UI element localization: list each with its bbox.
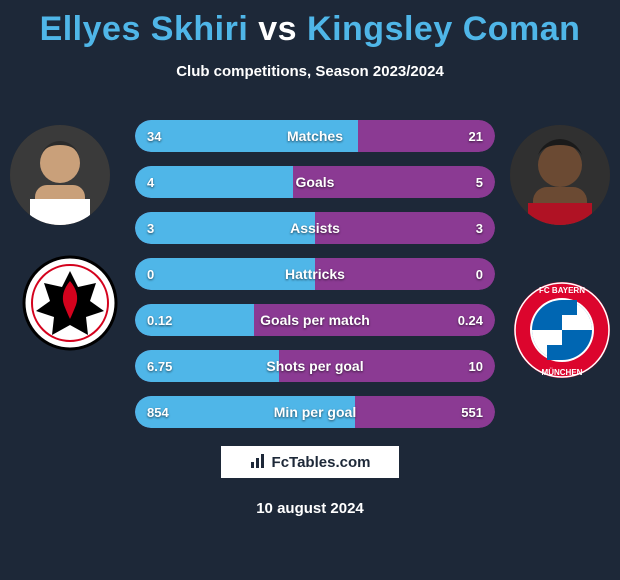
stat-label: Shots per goal [135, 350, 495, 382]
stat-label: Goals [135, 166, 495, 198]
stat-value-player2: 3 [464, 212, 495, 244]
stat-value-player2: 10 [457, 350, 495, 382]
eintracht-frankfurt-icon [20, 253, 120, 353]
stat-value-player1: 4 [135, 166, 166, 198]
stat-row: Hattricks0 0 [135, 258, 495, 290]
fctables-logo: FcTables.com [220, 445, 400, 479]
stat-row: Goals per match0.12 0.24 [135, 304, 495, 336]
stat-row: Assists3 3 [135, 212, 495, 244]
stat-value-player1: 0 [135, 258, 166, 290]
stat-row: Min per goal854 551 [135, 396, 495, 428]
title-player2: Kingsley Coman [307, 10, 580, 48]
player1-club-logo [20, 253, 120, 353]
stat-label: Goals per match [135, 304, 495, 336]
avatar-placeholder-icon [10, 125, 110, 225]
footer-date: 10 august 2024 [0, 500, 620, 517]
stat-value-player1: 3 [135, 212, 166, 244]
svg-text:MÜNCHEN: MÜNCHEN [542, 368, 583, 377]
stat-row: Shots per goal6.75 10 [135, 350, 495, 382]
footer-site: FcTables.com [272, 454, 371, 471]
svg-text:FC BAYERN: FC BAYERN [539, 286, 585, 295]
stat-value-player1: 0.12 [135, 304, 184, 336]
stat-label: Matches [135, 120, 495, 152]
title-player1: Ellyes Skhiri [40, 10, 249, 48]
comparison-title: Ellyes Skhiri vs Kingsley Coman [0, 0, 620, 49]
stat-label: Min per goal [135, 396, 495, 428]
chart-icon [250, 453, 266, 472]
stat-value-player2: 5 [464, 166, 495, 198]
player2-photo [510, 125, 610, 225]
stats-container: Matches34 21 Goals4 5 Assists3 3 Hattricks0 0 Go… [135, 120, 495, 442]
stat-value-player1: 854 [135, 396, 181, 428]
stat-label: Assists [135, 212, 495, 244]
stat-row: Goals4 5 [135, 166, 495, 198]
stat-row: Matches34 21 [135, 120, 495, 152]
stat-value-player2: 551 [449, 396, 495, 428]
stat-value-player1: 6.75 [135, 350, 184, 382]
stat-value-player2: 0 [464, 258, 495, 290]
stat-value-player2: 21 [457, 120, 495, 152]
subtitle: Club competitions, Season 2023/2024 [0, 63, 620, 80]
title-vs: vs [258, 10, 297, 48]
bayern-munchen-icon: FC BAYERN MÜNCHEN [512, 280, 612, 380]
player2-club-logo: FC BAYERN MÜNCHEN [512, 280, 612, 380]
avatar-placeholder-icon [510, 125, 610, 225]
stat-value-player2: 0.24 [446, 304, 495, 336]
stat-value-player1: 34 [135, 120, 173, 152]
stat-label: Hattricks [135, 258, 495, 290]
player1-photo [10, 125, 110, 225]
